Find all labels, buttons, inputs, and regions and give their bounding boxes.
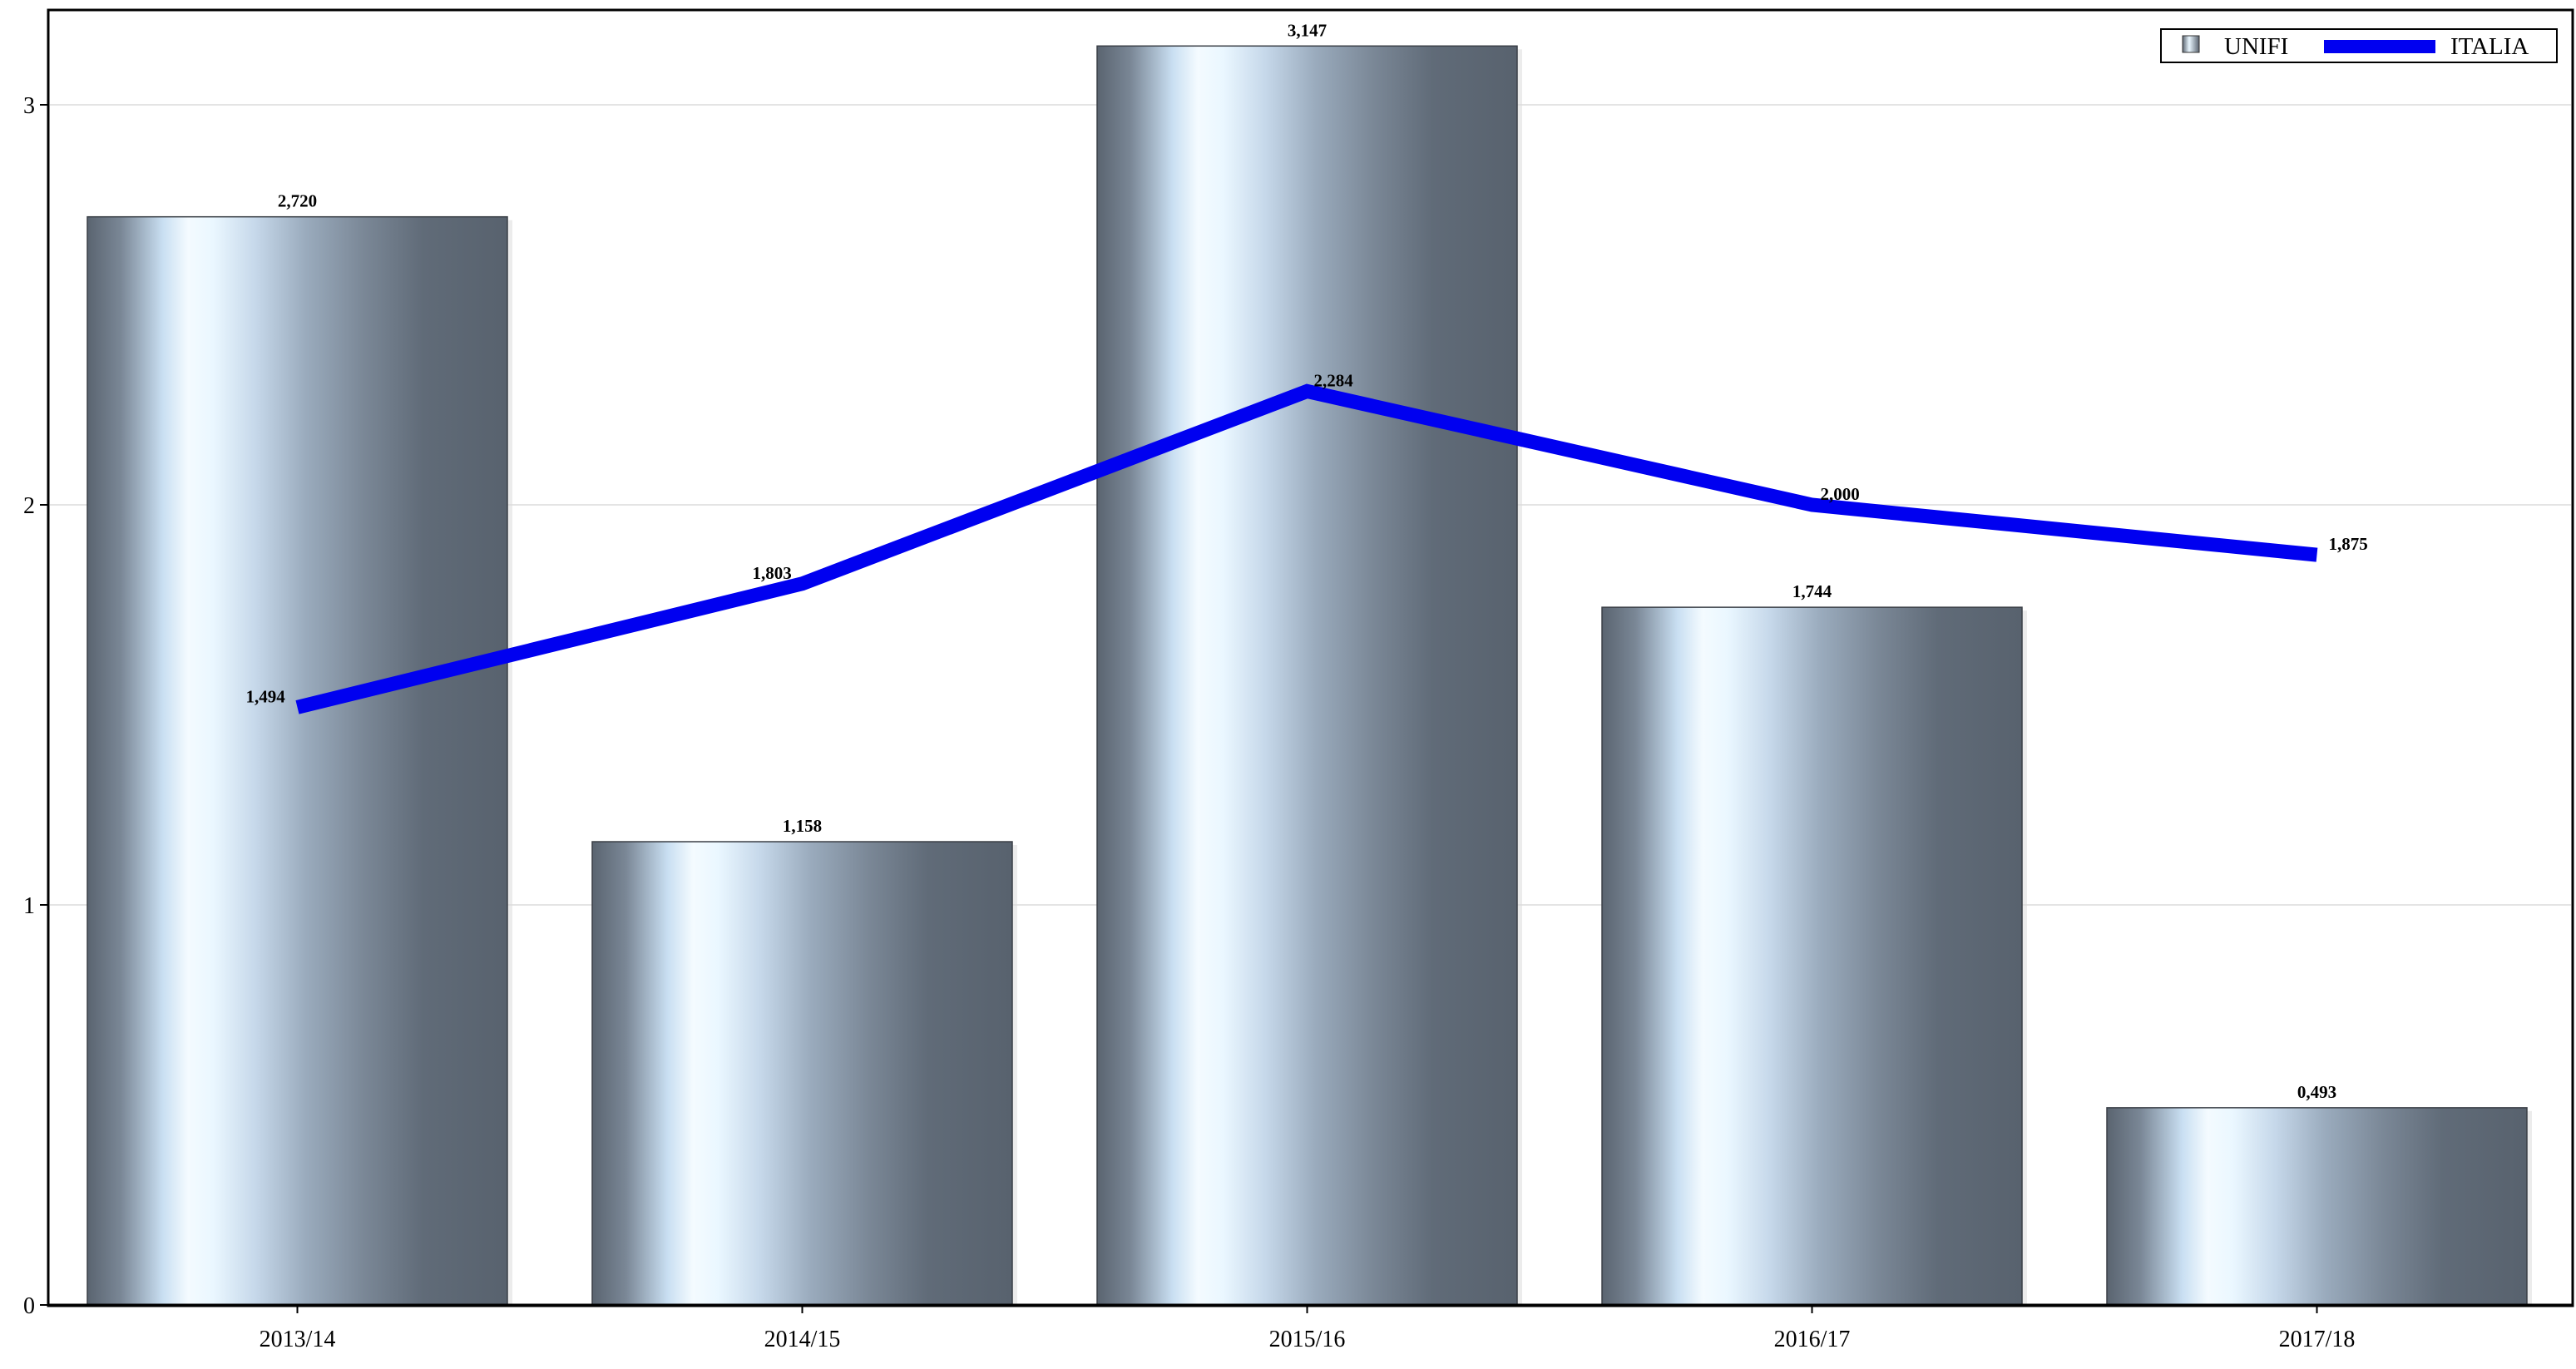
axes: 0 1 2 3 2013/14 2014/15 2015/16 2016/17 2017/18 [23, 93, 2573, 1352]
bars [87, 45, 2532, 1306]
line-data-label: 2,000 [1821, 484, 1860, 504]
italia-line-series [295, 383, 2318, 714]
legend-label-italia: ITALIA [2450, 33, 2529, 60]
bar-data-label: 0,493 [2297, 1082, 2336, 1102]
bar-data-label: 3,147 [1288, 20, 1327, 40]
italia-line [295, 383, 2318, 714]
bar-data-label: 1,744 [1792, 581, 1832, 601]
legend-label-unifi: UNIFI [2224, 33, 2288, 60]
x-tick-label: 2017/18 [2279, 1327, 2356, 1352]
bar-unifi-2017-18 [2106, 1107, 2528, 1306]
y-tick-label-0: 0 [23, 1293, 35, 1319]
bar-unifi-2014-15 [591, 841, 1013, 1306]
y-tick-label-2: 2 [23, 493, 35, 519]
bar-unifi-2015-16 [1096, 45, 1518, 1306]
line-data-label: 1,803 [753, 563, 792, 583]
y-tick-label-1: 1 [23, 893, 35, 919]
y-tick-label-3: 3 [23, 93, 35, 119]
x-tick-label: 2015/16 [1269, 1327, 1346, 1352]
data-labels: 2,720 1,158 3,147 1,744 0,493 1,494 1,803 2,284… [246, 20, 2368, 1102]
bar-data-label: 2,720 [278, 191, 317, 211]
bar-data-label: 1,158 [783, 816, 822, 836]
bar-unifi-2013-14 [87, 215, 508, 1306]
line-data-label: 1,494 [246, 686, 286, 706]
x-tick-label: 2014/15 [764, 1327, 841, 1352]
line-data-label: 1,875 [2329, 534, 2368, 554]
x-tick-label: 2016/17 [1774, 1327, 1851, 1352]
legend-swatch-italia [2324, 40, 2435, 53]
bar-unifi-2016-17 [1601, 606, 2023, 1306]
legend: UNIFI ITALIA [2160, 28, 2558, 63]
x-tick-label: 2013/14 [260, 1327, 336, 1352]
line-data-label: 2,284 [1314, 370, 1354, 390]
legend-swatch-unifi [2182, 35, 2200, 53]
